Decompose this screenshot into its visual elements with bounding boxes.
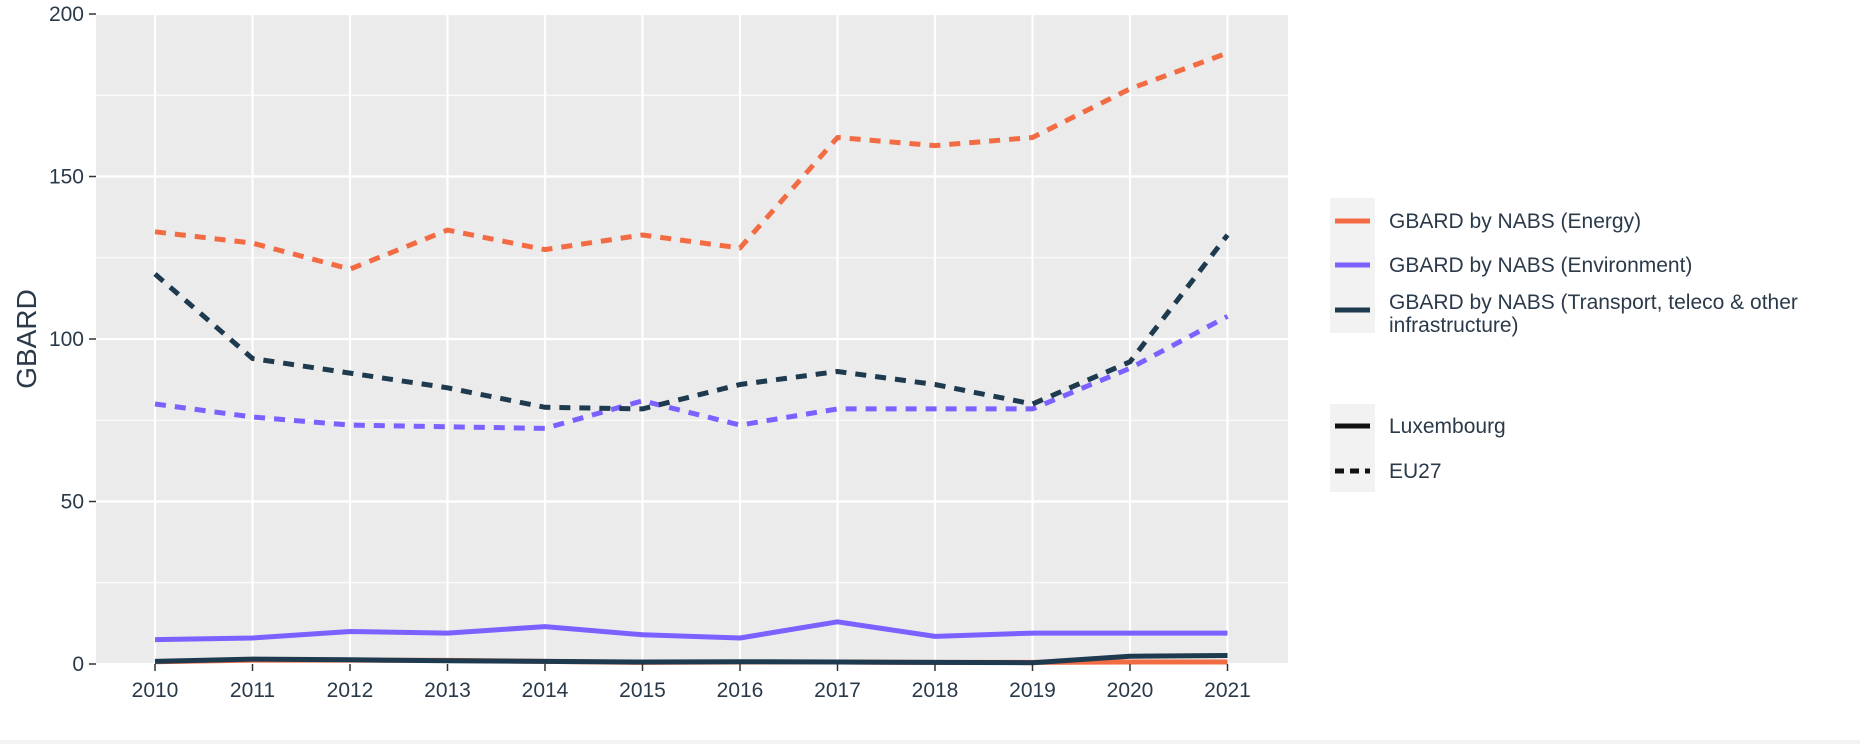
series-layer [153,50,1230,666]
y-tick-label: 0 [72,653,84,676]
x-tick-label: 2021 [1204,679,1251,702]
x-tick-label: 2015 [619,679,666,702]
y-tick-label: 50 [61,491,84,514]
legend-label: GBARD by NABS (Environment) [1389,254,1692,277]
x-tick-label: 2016 [717,679,764,702]
legend: GBARD by NABS (Energy) GBARD by NABS (Env… [1330,198,1798,492]
series-line-luxembourg-environment [154,619,1228,643]
x-tick-label: 2014 [522,679,569,702]
series-line-eu27-energy [154,50,1229,272]
legend-label: GBARD by NABS (Transport, teleco & other [1389,291,1798,314]
x-tick-label: 2020 [1107,679,1154,702]
y-tick-label: 200 [49,3,84,26]
grid [96,12,1288,666]
legend-geo-label: EU27 [1389,460,1442,483]
series-line-luxembourg-transport [154,653,1228,666]
x-tick-label: 2011 [230,679,275,702]
x-tick-label: 2010 [132,679,179,702]
legend-geo-key-background [1330,404,1375,492]
x-tick-label: 2017 [814,679,861,702]
legend-label: infrastructure) [1389,314,1519,337]
bottom-strip [0,740,1860,744]
axes: 0 50 100 150 200 2010 2011 2012 2013 2014 2015 2016… [49,3,1251,702]
series-line-eu27-environment [154,314,1229,431]
x-tick-label: 2013 [424,679,471,702]
y-axis-title: GBARD [11,289,42,389]
y-tick-label: 150 [49,166,84,189]
y-tick-label: 100 [49,328,84,351]
legend-geo-label: Luxembourg [1389,415,1506,438]
legend-label: GBARD by NABS (Energy) [1389,210,1641,233]
x-tick-label: 2012 [327,679,374,702]
x-tick-label: 2019 [1009,679,1056,702]
x-tick-label: 2018 [912,679,959,702]
